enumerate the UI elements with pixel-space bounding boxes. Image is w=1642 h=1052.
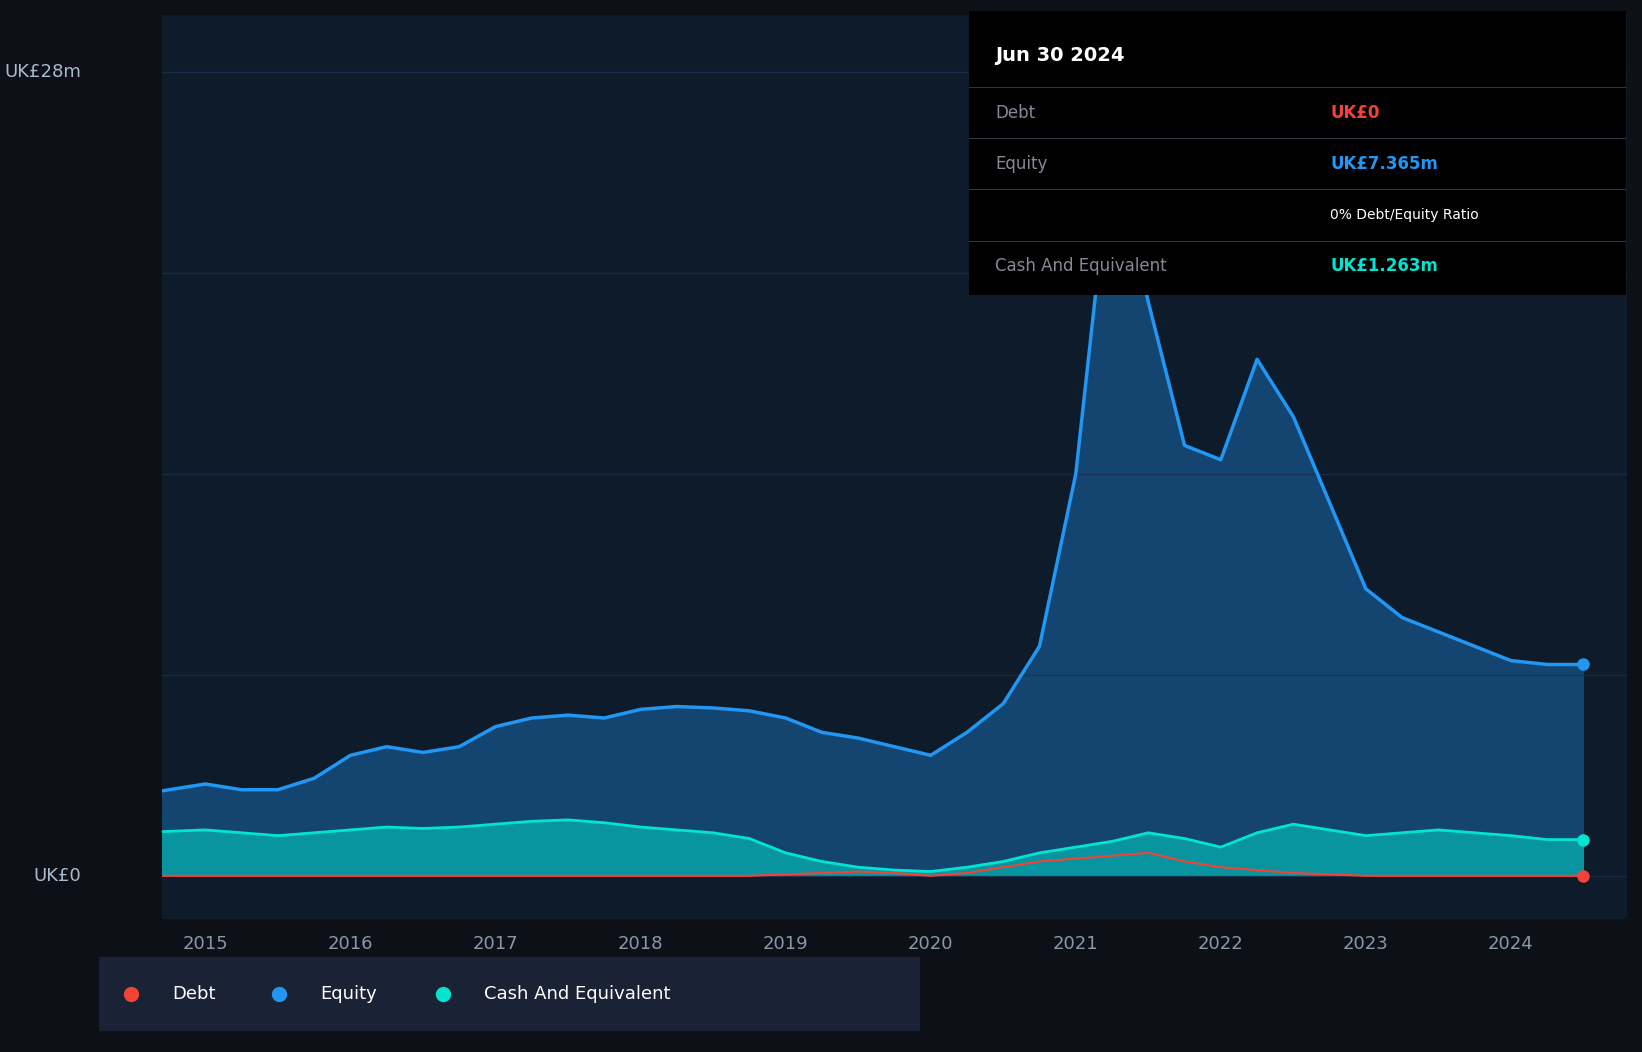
Text: UK£0: UK£0 <box>1330 104 1379 122</box>
Text: Cash And Equivalent: Cash And Equivalent <box>484 985 672 1004</box>
Text: Equity: Equity <box>320 985 378 1004</box>
Text: UK£7.365m: UK£7.365m <box>1330 155 1438 173</box>
Text: Cash And Equivalent: Cash And Equivalent <box>995 257 1167 276</box>
Text: 0% Debt/Equity Ratio: 0% Debt/Equity Ratio <box>1330 208 1479 222</box>
Text: Debt: Debt <box>172 985 215 1004</box>
Text: Jun 30 2024: Jun 30 2024 <box>995 46 1125 65</box>
Text: UK£28m: UK£28m <box>5 63 82 81</box>
Text: UK£1.263m: UK£1.263m <box>1330 257 1438 276</box>
Text: Equity: Equity <box>995 155 1048 173</box>
Text: Debt: Debt <box>995 104 1034 122</box>
Text: UK£0: UK£0 <box>33 867 82 885</box>
